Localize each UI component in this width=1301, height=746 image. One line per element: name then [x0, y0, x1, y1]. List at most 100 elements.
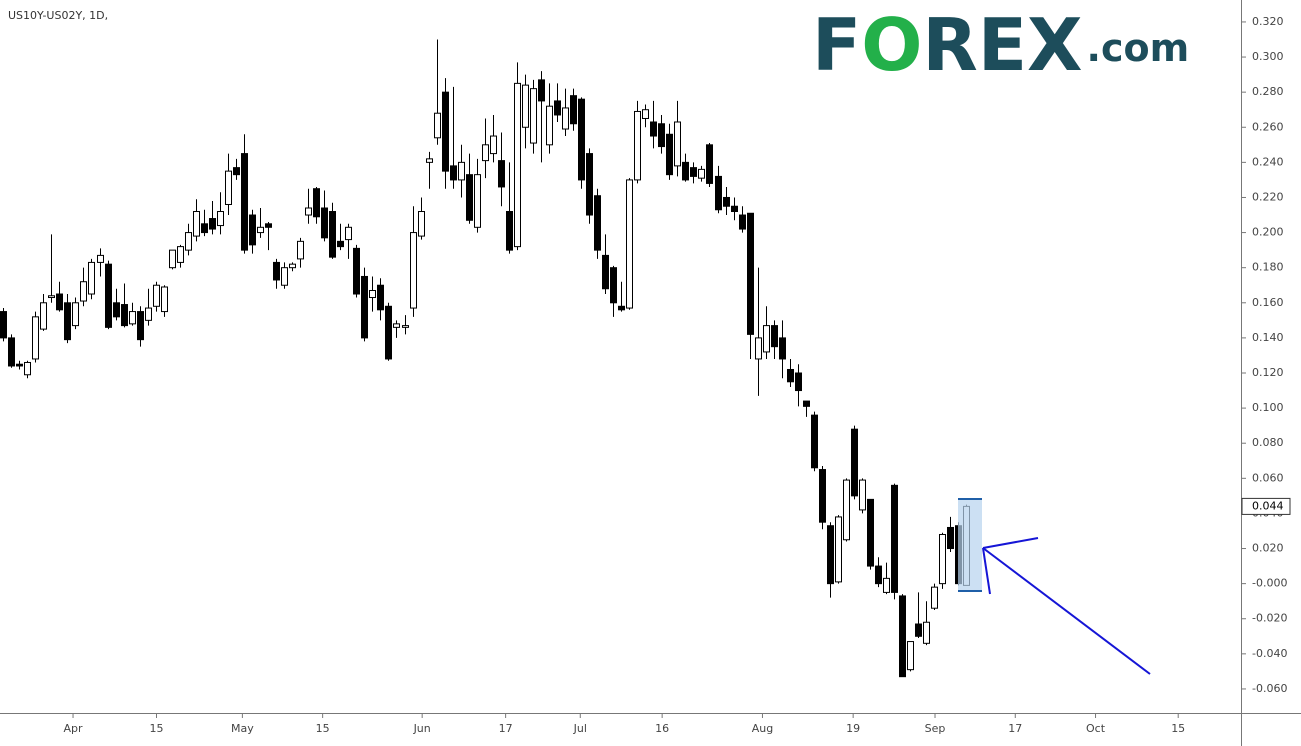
candle-body: [618, 305, 625, 311]
candle-body: [281, 267, 288, 286]
candle-body: [8, 337, 15, 367]
y-tick-label: -0.060: [1252, 682, 1287, 695]
candles: [0, 39, 970, 678]
y-tick-label: 0.300: [1252, 50, 1284, 63]
y-tick-label: 0.260: [1252, 120, 1284, 133]
candle-body: [931, 586, 938, 609]
logo-text: REX: [922, 3, 1082, 87]
arrow: [982, 537, 1151, 675]
candle-body: [121, 304, 128, 327]
candle-body: [939, 533, 946, 585]
candle-body: [24, 361, 31, 376]
y-tick-label: 0.100: [1252, 401, 1284, 414]
y-tick-label: 0.080: [1252, 436, 1284, 449]
candle-body: [361, 275, 368, 339]
candle-body: [731, 205, 738, 213]
candle-body: [827, 525, 834, 585]
candle-body: [923, 621, 930, 644]
candle-body: [610, 267, 617, 304]
logo-text: F: [812, 3, 861, 87]
candle-body: [530, 88, 537, 144]
y-tick-label: 0.180: [1252, 261, 1284, 274]
candle-body: [522, 84, 529, 128]
y-tick-label: 0.020: [1252, 542, 1284, 555]
candle-body: [80, 281, 87, 302]
x-tick-label: Aug: [752, 722, 773, 735]
candle-body: [32, 316, 39, 360]
candle-body: [385, 305, 392, 360]
candle-body: [313, 188, 320, 218]
candle-body: [217, 211, 224, 227]
y-tick-label: 0.240: [1252, 155, 1284, 168]
candle-body: [48, 295, 55, 299]
candle-body: [0, 311, 7, 339]
y-tick-label: 0.120: [1252, 366, 1284, 379]
candle-body: [145, 307, 152, 321]
candle-body: [257, 226, 264, 234]
candle-body: [915, 623, 922, 637]
arrow-head: [982, 537, 1039, 549]
candle-body: [113, 302, 120, 318]
x-tick-label: Sep: [925, 722, 946, 735]
candle-body: [899, 595, 906, 678]
candle-body: [40, 302, 47, 330]
candle-body: [458, 161, 465, 181]
x-tick-label: 15: [316, 722, 330, 735]
candle-body: [442, 91, 449, 172]
candle-body: [642, 109, 649, 119]
candle-body: [185, 232, 192, 251]
candle-body: [506, 211, 513, 251]
candle-body: [289, 263, 296, 269]
arrow-head: [982, 547, 991, 595]
candle-body: [97, 254, 104, 263]
candle-body: [875, 565, 882, 585]
candle-body: [249, 214, 256, 246]
candle-body: [586, 153, 593, 216]
candle-body: [450, 165, 457, 181]
candle-body: [393, 323, 400, 328]
candle-body: [305, 207, 312, 216]
candle-body: [137, 311, 144, 341]
candle-body: [819, 469, 826, 523]
candle-body: [658, 123, 665, 148]
y-tick-label: 0.160: [1252, 296, 1284, 309]
candle-body: [225, 170, 232, 205]
y-tick-label: 0.060: [1252, 471, 1284, 484]
candle-body: [201, 223, 208, 234]
candle-body: [795, 372, 802, 392]
x-tick-label: 19: [846, 722, 860, 735]
candle-body: [883, 577, 890, 593]
candle-body: [337, 240, 344, 248]
candle-body: [835, 516, 842, 583]
x-tick-label: Jul: [573, 722, 587, 735]
candle-body: [410, 232, 417, 309]
x-tick-label: 15: [150, 722, 164, 735]
candle-body: [490, 135, 497, 155]
candle-body: [193, 211, 200, 237]
last-price-box: [1241, 497, 1291, 515]
candle-body: [803, 400, 810, 407]
candle-body: [763, 325, 770, 353]
candle-body: [851, 428, 858, 497]
y-tick-label: 0.140: [1252, 331, 1284, 344]
candle-body: [947, 526, 954, 550]
candle-body: [426, 158, 433, 163]
x-tick-label: 15: [1171, 722, 1185, 735]
chart-title: US10Y-US02Y, 1D,: [8, 9, 108, 22]
y-tick-label: 0.320: [1252, 15, 1284, 28]
logo-mark: O: [861, 3, 922, 87]
candle-body: [538, 79, 545, 102]
highlight-box: [958, 499, 982, 591]
candle-body: [64, 302, 71, 341]
candle-body: [739, 214, 746, 230]
candle-body: [715, 175, 722, 211]
candle-body: [698, 168, 705, 179]
x-tick-label: 17: [1008, 722, 1022, 735]
candle-body: [88, 261, 95, 295]
candle-body: [209, 218, 216, 230]
candle-body: [634, 110, 641, 181]
candle-body: [650, 121, 657, 137]
candle-body: [153, 284, 160, 307]
